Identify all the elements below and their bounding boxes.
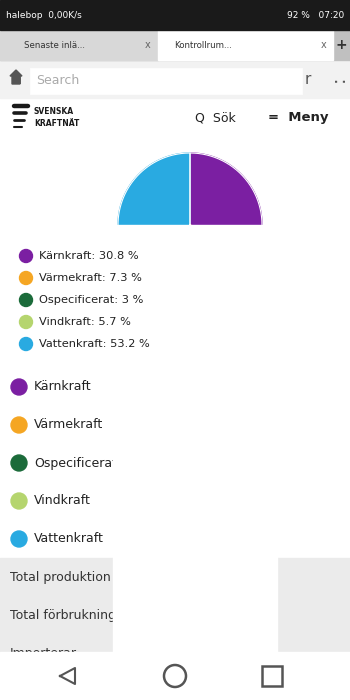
Bar [0, 558, 350, 596]
Text: MW: MW [247, 421, 266, 431]
Circle shape [11, 493, 27, 509]
Text: Kontrollrum...: Kontrollrum... [174, 41, 232, 50]
Text: Värmekraft: 7.3 %: Värmekraft: 7.3 % [39, 273, 142, 283]
Text: 1650: 1650 [205, 416, 259, 435]
Polygon shape [10, 70, 22, 84]
Text: Vindkraft: 5.7 %: Vindkraft: 5.7 % [39, 317, 131, 327]
Bar [0, 652, 350, 700]
Bar [30, 68, 302, 94]
Bar [0, 520, 350, 558]
Circle shape [20, 293, 33, 307]
Text: 22758: 22758 [205, 606, 273, 624]
Bar [0, 444, 350, 482]
Bar [0, 634, 350, 672]
Circle shape [20, 272, 33, 284]
Text: x: x [321, 40, 327, 50]
Text: MW: MW [257, 573, 275, 583]
Text: +: + [335, 38, 347, 52]
Polygon shape [190, 225, 239, 286]
Text: 671: 671 [205, 454, 246, 473]
Polygon shape [190, 153, 262, 251]
Text: Total produktion: Total produktion [10, 570, 111, 584]
Text: n: n [10, 70, 22, 88]
Text: Ospecificerat: 3 %: Ospecificerat: 3 % [39, 295, 144, 305]
Circle shape [11, 531, 27, 547]
Bar [0, 30, 158, 60]
Text: 92 %   07:20: 92 % 07:20 [287, 10, 344, 20]
Bar [262, 666, 282, 686]
Circle shape [20, 249, 33, 262]
Text: 126: 126 [205, 643, 246, 662]
Text: MW: MW [257, 535, 275, 545]
Text: halebop  0,00K/s: halebop 0,00K/s [6, 10, 82, 20]
Circle shape [11, 455, 27, 471]
Text: MW: MW [238, 459, 256, 469]
Bar [0, 596, 350, 634]
Bar [0, 368, 350, 406]
Circle shape [20, 316, 33, 328]
Text: Vattenkraft: 53.2 %: Vattenkraft: 53.2 % [39, 339, 150, 349]
Circle shape [11, 379, 27, 395]
Text: Vindkraft: Vindkraft [34, 494, 91, 508]
Polygon shape [190, 225, 257, 278]
Text: Kärnkraft: Kärnkraft [34, 381, 92, 393]
Text: 12036: 12036 [205, 529, 273, 549]
Polygon shape [118, 153, 204, 297]
Bar [0, 482, 350, 520]
Text: Importerar: Importerar [10, 647, 77, 659]
Text: 6979: 6979 [205, 377, 259, 396]
Text: Vattenkraft: Vattenkraft [34, 533, 104, 545]
Circle shape [11, 417, 27, 433]
Text: r: r [305, 71, 311, 87]
Circle shape [20, 337, 33, 351]
Bar [0, 30, 350, 60]
Bar [0, 60, 350, 98]
Text: Ospecificerat: Ospecificerat [34, 456, 117, 470]
Text: Q  Sök: Q Sök [195, 111, 236, 125]
Text: :: : [329, 76, 348, 83]
Text: Search: Search [36, 74, 79, 88]
Text: =  Meny: = Meny [268, 111, 329, 125]
Text: Värmekraft: Värmekraft [34, 419, 103, 431]
Text: SVENSKA: SVENSKA [34, 108, 74, 116]
Text: Total förbrukning: Total förbrukning [10, 608, 116, 622]
Bar [0, 98, 350, 138]
Text: 1296: 1296 [205, 491, 259, 510]
Text: MW: MW [257, 611, 275, 621]
Bar [113, 225, 277, 700]
Text: MW: MW [247, 497, 266, 507]
Text: x: x [145, 40, 151, 50]
Text: MW: MW [238, 649, 256, 659]
Text: KRAFTNÄT: KRAFTNÄT [34, 118, 79, 127]
Text: 22632: 22632 [205, 568, 273, 587]
Bar [0, 406, 350, 444]
Bar [158, 30, 333, 60]
Text: Kärnkraft: 30.8 %: Kärnkraft: 30.8 % [39, 251, 139, 261]
Text: MW: MW [247, 383, 266, 393]
Polygon shape [190, 225, 228, 295]
Text: Senaste inlä...: Senaste inlä... [24, 41, 85, 50]
Bar [0, 0, 350, 30]
